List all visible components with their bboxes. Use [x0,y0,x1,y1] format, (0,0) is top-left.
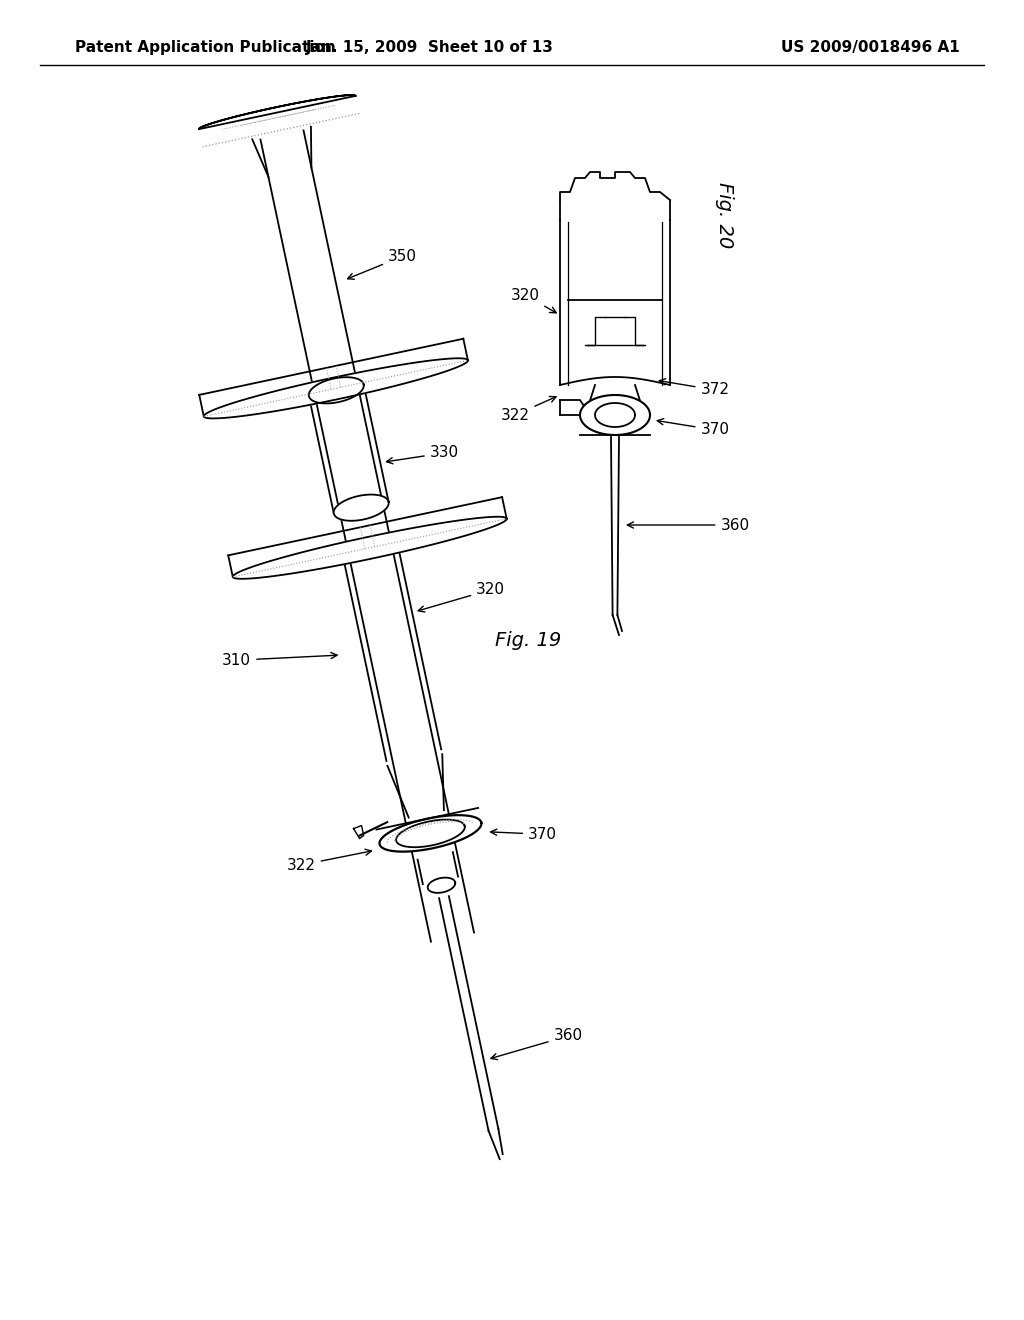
Polygon shape [232,516,507,578]
Text: 320: 320 [418,582,505,612]
Polygon shape [396,820,465,847]
Text: Fig. 20: Fig. 20 [715,182,734,248]
Text: 310: 310 [222,652,337,668]
Polygon shape [334,495,389,521]
Text: 370: 370 [490,826,557,842]
Polygon shape [199,95,355,129]
Text: Patent Application Publication: Patent Application Publication [75,40,336,55]
Polygon shape [428,878,456,892]
Text: 330: 330 [386,445,459,463]
Text: 360: 360 [490,1028,583,1060]
Text: 370: 370 [657,418,729,437]
Text: 350: 350 [347,249,417,280]
Polygon shape [309,378,364,404]
Polygon shape [380,816,481,851]
Polygon shape [595,403,635,426]
Polygon shape [580,395,650,436]
Text: 360: 360 [628,517,750,532]
Text: 320: 320 [511,288,556,313]
Polygon shape [204,360,468,418]
Text: 372: 372 [659,379,729,397]
Text: Jan. 15, 2009  Sheet 10 of 13: Jan. 15, 2009 Sheet 10 of 13 [306,40,554,55]
Text: 322: 322 [287,849,372,873]
Text: US 2009/0018496 A1: US 2009/0018496 A1 [781,40,961,55]
Polygon shape [204,358,468,418]
Text: Fig. 19: Fig. 19 [496,631,562,649]
Text: 322: 322 [501,396,556,422]
